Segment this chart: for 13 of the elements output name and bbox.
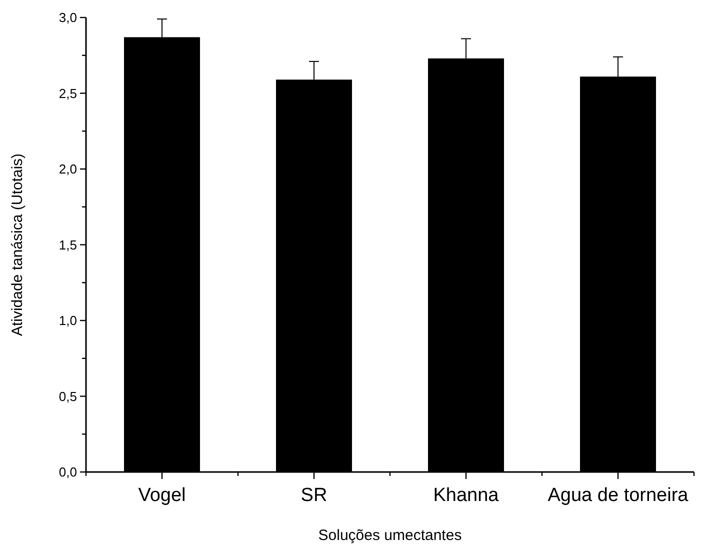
x-tick-label: SR <box>300 485 328 506</box>
y-tick-label: 1,0 <box>58 313 77 328</box>
x-tick-label: Vogel <box>138 485 186 506</box>
y-tick-label: 2,5 <box>58 86 77 101</box>
y-tick-label: 2,0 <box>58 162 77 177</box>
x-tick-label: Khanna <box>433 485 500 506</box>
x-axis-title: Soluções umectantes <box>318 527 462 544</box>
y-axis-title: Atividade tanásica (Utotais) <box>9 153 26 336</box>
y-tick-label: 0,0 <box>58 464 77 480</box>
x-tick-label: Agua de torneira <box>548 485 689 506</box>
y-tick-label: 3,0 <box>58 10 77 26</box>
y-tick-label: 1,5 <box>58 237 77 252</box>
y-tick-label: 0,5 <box>58 388 77 404</box>
